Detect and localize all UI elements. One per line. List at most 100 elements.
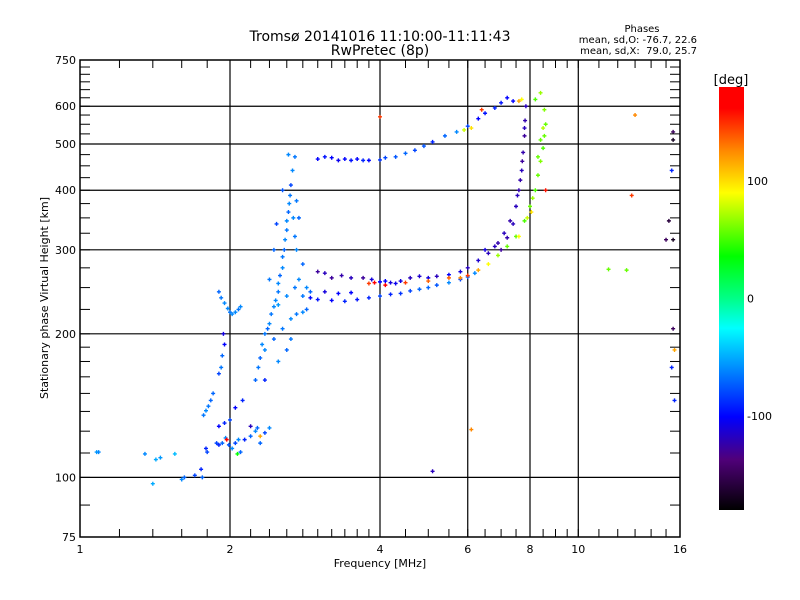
echo-marker <box>288 183 293 188</box>
echo-marker <box>476 268 481 273</box>
echo-marker <box>201 413 206 418</box>
echo-marker <box>200 475 205 480</box>
echo-point <box>543 122 548 127</box>
echo-marker <box>516 234 521 239</box>
echo-point <box>505 244 510 249</box>
echo-marker <box>434 283 439 288</box>
echo-marker <box>383 279 388 284</box>
echo-marker <box>296 277 301 282</box>
echo-marker <box>216 442 221 447</box>
echo-marker <box>458 269 463 274</box>
echo-point <box>222 301 227 306</box>
echo-marker <box>322 289 327 294</box>
echo-point <box>300 294 305 299</box>
echo-marker <box>336 291 341 296</box>
echo-point <box>505 95 510 100</box>
echo-point <box>222 342 227 347</box>
echo-marker <box>669 168 674 173</box>
echo-marker <box>434 274 439 279</box>
echo-marker <box>339 273 344 278</box>
echo-point <box>262 430 267 435</box>
echo-point <box>542 107 547 112</box>
echo-marker <box>530 196 535 201</box>
echo-marker <box>372 280 377 285</box>
echo-point <box>671 137 676 142</box>
x-axis-label: Frequency [MHz] <box>334 557 426 570</box>
echo-point <box>329 155 334 160</box>
echo-marker <box>228 417 232 422</box>
echo-marker <box>150 481 155 486</box>
echo-point <box>284 294 289 299</box>
echo-marker <box>519 97 524 102</box>
echo-point <box>349 290 354 295</box>
echo-point <box>220 441 225 446</box>
echo-marker <box>672 398 677 403</box>
echo-marker <box>521 150 526 155</box>
echo-marker <box>403 151 408 156</box>
echo-point <box>369 277 374 282</box>
echo-marker <box>308 289 313 294</box>
echo-point <box>458 275 463 280</box>
echo-marker <box>522 126 527 131</box>
echo-point <box>192 473 197 478</box>
echo-marker <box>292 234 297 239</box>
echo-point <box>248 424 253 429</box>
chart-title: Tromsø 20141016 11:10:00-11:11:43 <box>249 29 511 45</box>
echo-marker <box>378 279 382 284</box>
echo-point <box>417 274 422 279</box>
echo-point <box>267 277 272 282</box>
echo-marker <box>520 159 525 164</box>
echo-marker <box>205 450 210 455</box>
echo-point <box>366 281 371 286</box>
echo-point <box>383 283 388 288</box>
echo-marker <box>253 378 258 383</box>
echo-point <box>421 144 426 149</box>
colorbar-tick-label: 100 <box>747 175 768 188</box>
echo-point <box>282 247 287 252</box>
echo-marker <box>233 405 238 410</box>
echo-point <box>300 310 305 315</box>
axis-ticks: 1 2 4 6 8 10 16 75 100 200 300 400 500 600 750 <box>55 54 687 556</box>
echo-point <box>672 347 677 352</box>
echo-point <box>253 429 258 434</box>
echo-marker <box>671 237 676 242</box>
echo-marker <box>369 277 374 282</box>
echo-point <box>393 281 398 286</box>
echo-marker <box>96 450 101 455</box>
echo-point <box>388 280 393 285</box>
echo-point <box>383 279 388 284</box>
echo-marker <box>421 144 426 149</box>
echo-marker <box>271 304 276 309</box>
echo-marker <box>276 281 281 286</box>
echo-marker <box>235 451 240 456</box>
echo-marker <box>294 198 299 203</box>
echo-point <box>280 254 285 259</box>
echo-point <box>262 331 267 336</box>
echo-marker <box>267 321 272 326</box>
echo-marker <box>542 133 547 138</box>
echo-marker <box>288 193 293 198</box>
x-tick-label: 4 <box>377 543 384 556</box>
echo-point <box>258 441 263 446</box>
echo-point <box>280 326 285 331</box>
echo-marker <box>529 210 534 215</box>
echo-marker <box>412 148 417 153</box>
echo-point <box>322 289 327 294</box>
echo-marker <box>633 113 638 118</box>
echo-marker <box>624 268 629 273</box>
echo-marker <box>290 168 295 173</box>
echo-point <box>629 193 634 198</box>
echo-point <box>228 310 232 315</box>
echo-marker <box>153 457 158 462</box>
echo-point <box>664 237 669 242</box>
echo-marker <box>269 312 274 317</box>
echo-point <box>454 129 459 134</box>
echo-point <box>342 157 347 162</box>
y-tick-label: 750 <box>55 54 76 67</box>
echo-point <box>235 451 240 456</box>
echo-point <box>378 157 382 162</box>
echo-point <box>499 247 504 252</box>
echo-marker <box>523 104 528 109</box>
echo-point <box>233 441 238 446</box>
echo-marker <box>300 310 305 315</box>
